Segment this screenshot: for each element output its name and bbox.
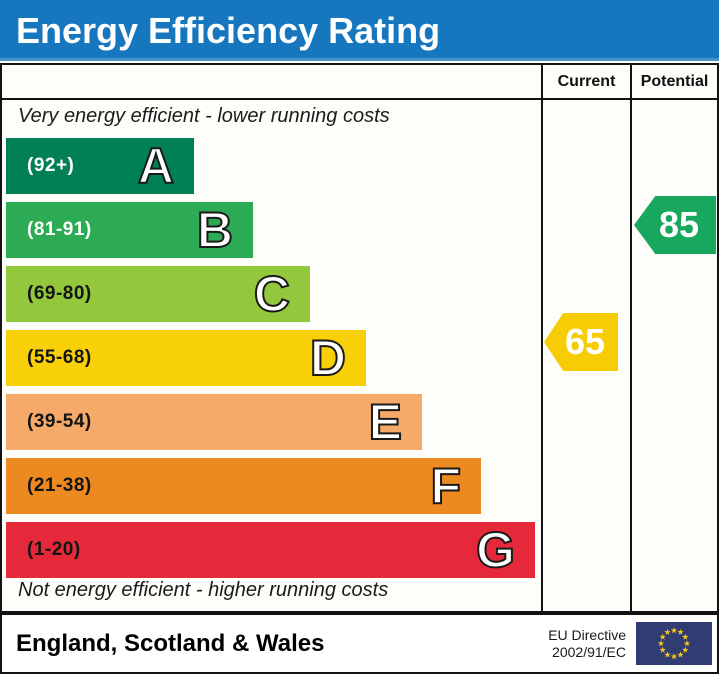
band-row-d: (55-68) D [6,329,366,387]
column-divider-potential [630,65,632,611]
eu-directive-line1: EU Directive [548,626,626,643]
band-range-label: (39-54) [27,411,92,432]
band-range-label: (55-68) [27,347,92,368]
band-range-label: (21-38) [27,475,92,496]
band-letter: B [196,201,234,259]
band-range-label: (69-80) [27,283,92,304]
current-rating-marker: 65 [544,313,618,371]
band-row-a: (92+) A [6,137,194,195]
band-range-label: (92+) [27,155,75,176]
page-title: Energy Efficiency Rating [16,9,441,51]
eu-directive-label: EU Directive 2002/91/EC [548,627,626,661]
band-letter: E [368,393,403,451]
band-letter: D [309,329,347,387]
region-label: England, Scotland & Wales [16,629,325,657]
potential-rating-marker: 85 [634,196,716,254]
potential-rating-value: 85 [658,204,700,245]
rating-table: Current Potential Very energy efficient … [0,63,719,613]
band-row-g: (1-20) G [6,521,535,579]
band-letter: C [253,265,291,323]
band-letter: A [137,137,175,195]
bottom-note: Not energy efficient - higher running co… [18,579,389,601]
eu-directive-line2: 2002/91/EC [552,643,626,660]
column-header-potential: Potential [640,72,709,90]
band-row-f: (21-38) F [6,457,481,515]
footer-bar: England, Scotland & Wales EU Directive 2… [0,613,719,674]
band-row-e: (39-54) E [6,393,422,451]
band-letter: F [429,457,462,515]
column-divider-current [541,65,543,611]
band-range-label: (1-20) [27,539,81,560]
top-note: Very energy efficient - lower running co… [18,105,390,127]
band-row-c: (69-80) C [6,265,310,323]
title-bar: Energy Efficiency Rating [0,0,719,61]
band-range-label: (81-91) [27,219,92,240]
current-rating-value: 65 [564,321,606,362]
band-row-b: (81-91) B [6,201,253,259]
band-letter: G [475,521,516,579]
table-header-row [2,65,717,100]
eu-flag-icon [636,622,712,665]
column-header-current: Current [557,72,616,90]
